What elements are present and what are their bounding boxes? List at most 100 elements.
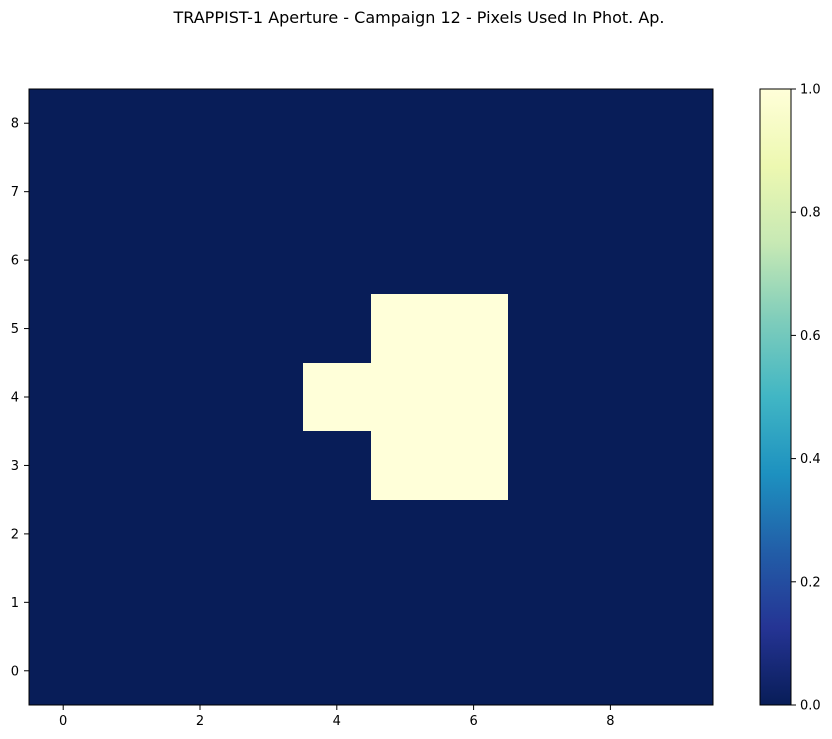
heatmap-cell xyxy=(234,89,303,157)
heatmap-cell xyxy=(29,89,97,157)
heatmap-cell xyxy=(303,363,371,431)
heatmap-cell xyxy=(166,226,234,294)
heatmap-cell xyxy=(645,568,713,637)
heatmap-cell xyxy=(234,157,303,226)
heatmap-cell xyxy=(97,294,166,363)
y-tick-label: 2 xyxy=(11,527,19,542)
colorbar-tick-label: 0.0 xyxy=(800,699,821,714)
y-tick-label: 8 xyxy=(11,117,19,132)
y-axis: 0 1 2 3 4 5 6 7 8 xyxy=(11,117,29,679)
heatmap-cell xyxy=(508,294,576,363)
heatmap-cell xyxy=(645,157,713,226)
x-axis: 0 2 4 6 8 xyxy=(59,705,615,729)
heatmap-cell xyxy=(576,363,645,431)
x-tick-label: 4 xyxy=(333,714,341,729)
heatmap-cell xyxy=(645,363,713,431)
heatmap-cell xyxy=(576,294,645,363)
x-tick-label: 2 xyxy=(196,714,204,729)
heatmap-cell xyxy=(303,89,371,157)
heatmap-cell xyxy=(508,431,576,500)
heatmap-cell xyxy=(234,637,303,705)
heatmap-cell xyxy=(166,500,234,568)
heatmap-cell xyxy=(166,157,234,226)
heatmap-cell xyxy=(303,157,371,226)
heatmap-cell xyxy=(439,431,508,500)
heatmap-cells xyxy=(29,89,713,705)
heatmap-cell xyxy=(234,431,303,500)
heatmap-cell xyxy=(576,226,645,294)
colorbar-tick-label: 0.8 xyxy=(800,206,821,221)
heatmap-cell xyxy=(439,294,508,363)
heatmap-cell xyxy=(97,89,166,157)
heatmap-cell xyxy=(371,89,439,157)
x-tick-label: 6 xyxy=(469,714,477,729)
heatmap-cell xyxy=(576,89,645,157)
heatmap-cell xyxy=(371,431,439,500)
x-tick-label: 0 xyxy=(59,714,67,729)
heatmap-cell xyxy=(645,294,713,363)
heatmap-cell xyxy=(29,157,97,226)
y-tick-label: 3 xyxy=(11,459,19,474)
heatmap-cell xyxy=(234,226,303,294)
heatmap-cell xyxy=(29,363,97,431)
heatmap-cell xyxy=(508,157,576,226)
heatmap-cell xyxy=(303,226,371,294)
heatmap-cell xyxy=(303,294,371,363)
heatmap-cell xyxy=(29,500,97,568)
heatmap-cell xyxy=(508,568,576,637)
y-tick-label: 0 xyxy=(11,664,19,679)
heatmap-cell xyxy=(303,500,371,568)
heatmap-cell xyxy=(576,500,645,568)
heatmap-cell xyxy=(166,431,234,500)
heatmap-cell xyxy=(576,157,645,226)
y-tick-label: 7 xyxy=(11,185,19,200)
heatmap-cell xyxy=(645,500,713,568)
heatmap-cell xyxy=(645,226,713,294)
heatmap-cell xyxy=(303,431,371,500)
heatmap-cell xyxy=(166,294,234,363)
heatmap-cell xyxy=(508,89,576,157)
colorbar-tick-label: 1.0 xyxy=(800,83,821,98)
heatmap-cell xyxy=(576,637,645,705)
chart-title: TRAPPIST-1 Aperture - Campaign 12 - Pixe… xyxy=(173,8,665,27)
heatmap-cell xyxy=(645,637,713,705)
heatmap-cell xyxy=(166,363,234,431)
heatmap-cell xyxy=(576,568,645,637)
heatmap-cell xyxy=(234,500,303,568)
heatmap-cell xyxy=(371,226,439,294)
heatmap-cell xyxy=(97,157,166,226)
heatmap-cell xyxy=(439,500,508,568)
heatmap-cell xyxy=(508,363,576,431)
heatmap-cell xyxy=(234,568,303,637)
colorbar-axis: 0.0 0.2 0.4 0.6 0.8 1.0 xyxy=(791,83,821,714)
heatmap-cell xyxy=(645,89,713,157)
heatmap-cell xyxy=(439,89,508,157)
heatmap-cell xyxy=(97,431,166,500)
heatmap-cell xyxy=(439,157,508,226)
heatmap-cell xyxy=(371,637,439,705)
heatmap-cell xyxy=(97,637,166,705)
y-tick-label: 1 xyxy=(11,596,19,611)
heatmap-cell xyxy=(29,568,97,637)
heatmap-cell xyxy=(97,226,166,294)
heatmap-cell xyxy=(29,226,97,294)
heatmap-cell xyxy=(166,89,234,157)
y-tick-label: 5 xyxy=(11,322,19,337)
x-tick-label: 8 xyxy=(606,714,614,729)
colorbar xyxy=(759,88,792,706)
heatmap-cell xyxy=(439,226,508,294)
heatmap-cell xyxy=(371,500,439,568)
colorbar-tick-label: 0.2 xyxy=(800,575,821,590)
heatmap-cell xyxy=(166,568,234,637)
heatmap-cell xyxy=(371,568,439,637)
y-tick-label: 6 xyxy=(11,254,19,269)
heatmap-cell xyxy=(97,568,166,637)
heatmap-cell xyxy=(439,568,508,637)
heatmap-cell xyxy=(371,363,439,431)
heatmap-cell xyxy=(234,363,303,431)
heatmap-cell xyxy=(29,637,97,705)
heatmap-cell xyxy=(97,363,166,431)
y-tick-label: 4 xyxy=(11,391,19,406)
